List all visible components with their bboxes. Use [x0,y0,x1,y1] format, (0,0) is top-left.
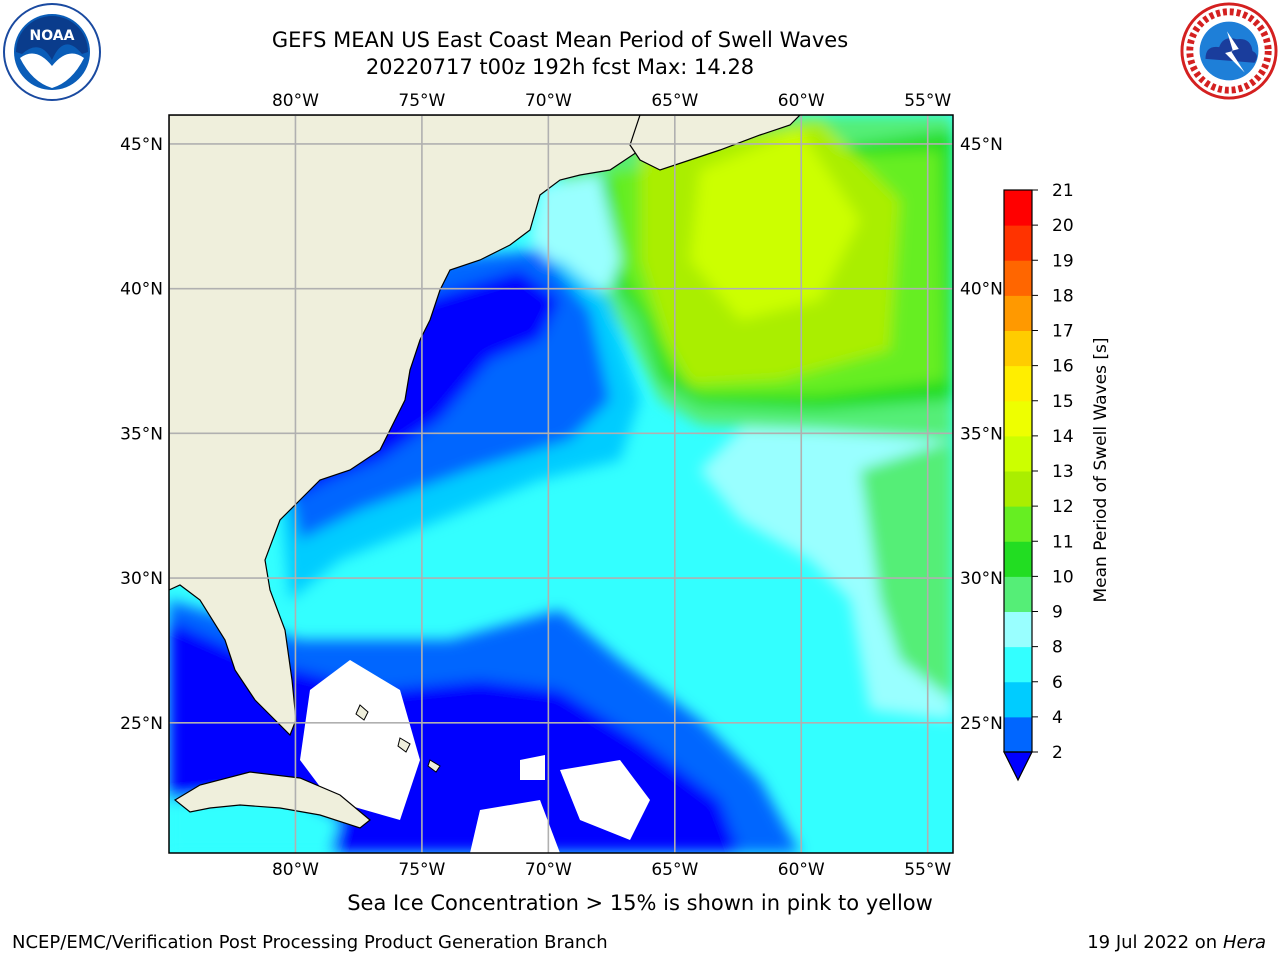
colorbar-segment [1004,611,1032,648]
colorbar-label: Mean Period of Swell Waves [s] [1091,338,1111,603]
colorbar-tick-label: 14 [1052,427,1074,447]
colorbar-tick-label: 6 [1052,673,1063,693]
no-data-patches [300,660,650,853]
lat-label: 40°N [120,280,163,300]
bahamas-islands [355,704,441,773]
colorbar-tick-label: 13 [1052,462,1074,482]
colorbar-segment [1004,471,1032,507]
lon-label: 70°W [525,91,572,111]
colorbar-segment [1004,716,1032,753]
colorbar-segment [1004,330,1032,367]
colorbar-tick-label: 18 [1052,286,1074,306]
lat-labels-left: 45°N 40°N 35°N 30°N 25°N [120,135,163,734]
lon-label: 60°W [778,91,825,111]
colorbar-tick-label: 11 [1052,532,1074,552]
lon-label: 60°W [778,860,825,880]
colorbar-segment [1004,365,1032,402]
sea-ice-note: Sea Ice Concentration > 15% is shown in … [347,891,933,915]
colorbar-segment [1004,541,1032,577]
colorbar-tick-label: 16 [1052,357,1074,377]
colorbar-segment [1004,576,1032,612]
colorbar-tick-label: 9 [1052,603,1063,623]
map-title: GEFS MEAN US East Coast Mean Period of S… [271,28,849,52]
colorbar-tick-label: 10 [1052,567,1074,587]
colorbar-tick-label: 21 [1052,181,1074,201]
lon-label: 65°W [651,860,698,880]
colorbar-tick-label: 4 [1052,708,1063,728]
colorbar-segment [1004,260,1032,296]
colorbar-tick-label: 20 [1052,216,1074,236]
lat-labels-right: 45°N 40°N 35°N 30°N 25°N [960,135,1003,734]
lat-label: 30°N [120,569,163,589]
lon-labels-top: 80°W 75°W 70°W 65°W 60°W 55°W [272,91,951,111]
swell-zone-9-10-east [860,440,953,700]
date-text: 19 Jul 2022 on [1087,932,1223,953]
lat-label: 45°N [120,135,163,155]
swell-zone-13-14 [690,130,860,320]
host-text: Hera [1222,932,1266,953]
colorbar-segment [1004,225,1032,261]
lat-label: 40°N [960,280,1003,300]
lon-label: 80°W [272,860,319,880]
colorbar-segment [1004,681,1032,718]
lat-label: 25°N [120,714,163,734]
lon-label: 55°W [904,860,951,880]
lat-label: 25°N [960,714,1003,734]
lat-label: 30°N [960,569,1003,589]
lon-label: 80°W [272,91,319,111]
lat-label: 35°N [960,424,1003,444]
lat-label: 35°N [120,424,163,444]
colorbar-segment [1004,400,1032,437]
lat-label: 45°N [960,135,1003,155]
graticule [169,115,953,853]
cuba-land [173,771,371,829]
colorbar-segment [1004,295,1032,331]
noaa-logo-icon: NOAA [3,3,101,101]
lon-label: 75°W [398,91,445,111]
date-stamp: 19 Jul 2022 on Hera [1087,932,1266,953]
colorbar-segment [1004,646,1032,683]
colorbar-segment [1004,435,1032,472]
colorbar-tick-label: 17 [1052,322,1074,342]
map-frame [168,114,954,854]
map-subtitle: 20220717 t00z 192h fcst Max: 14.28 [365,55,755,79]
canada-maritimes-land [629,115,801,171]
lon-label: 55°W [904,91,951,111]
lon-labels-bottom: 80°W 75°W 70°W 65°W 60°W 55°W [272,860,951,880]
north-america-land [169,115,701,737]
colorbar-tick-label: 2 [1052,743,1063,763]
colorbar-tick-label: 12 [1052,497,1074,517]
colorbar: 2 4 6 8 9 10 11 12 13 14 15 16 17 18 19 20 21 [1003,181,1074,782]
colorbar-tick-label: 15 [1052,392,1074,412]
lon-label: 65°W [651,91,698,111]
credit-text: NCEP/EMC/Verification Post Processing Pr… [12,932,608,953]
lon-label: 75°W [398,860,445,880]
colorbar-segment [1004,190,1032,226]
svg-text:NOAA: NOAA [30,28,75,44]
lon-label: 70°W [525,860,572,880]
nws-logo-icon [1180,2,1278,100]
colorbar-segment [1004,506,1032,542]
colorbar-tick-label: 19 [1052,251,1074,271]
colorbar-under-triangle [1003,751,1033,782]
colorbar-tick-label: 8 [1052,638,1063,658]
